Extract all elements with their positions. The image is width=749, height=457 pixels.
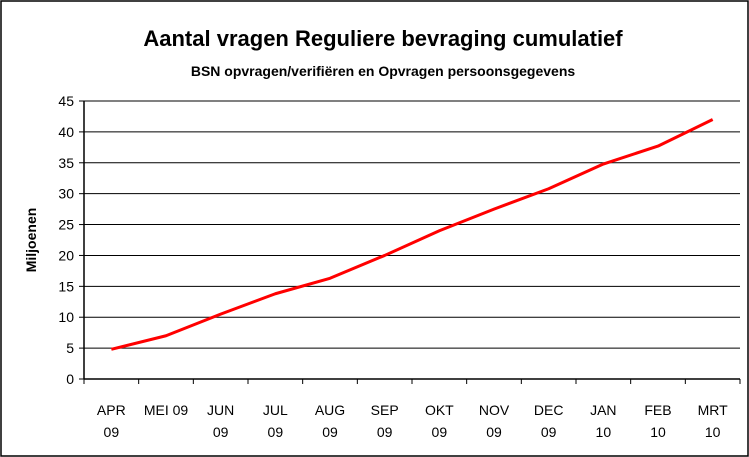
x-tick-label: APR 09 [97,402,126,440]
y-tick-label: 10 [58,309,74,325]
y-tick-label: 5 [66,340,74,356]
chart-title: Aantal vragen Reguliere bevraging cumula… [143,26,623,51]
y-axis-label: Miljoenen [23,208,39,273]
y-tick-label: 15 [58,278,74,294]
y-tick-label: 30 [58,186,74,202]
x-tick-label: MEI 09 [144,402,189,418]
x-tick-label: FEB 10 [644,402,671,440]
x-tick-label: MRT 10 [698,402,729,440]
y-tick-label: 35 [58,155,74,171]
x-tick-label: AUG 09 [315,402,345,440]
y-tick-label: 40 [58,124,74,140]
x-tick-label: NOV 09 [479,402,510,440]
data-line [110,118,714,351]
x-tick-label: SEP 09 [371,402,399,440]
x-tick-label: JUN 09 [207,402,234,440]
y-tick-label: 45 [58,93,74,109]
chart-subtitle: BSN opvragen/verifiëren en Opvragen pers… [191,63,576,79]
x-tick-label: OKT 09 [425,402,454,440]
y-tick-label: 25 [58,217,74,233]
y-tick-label: 20 [58,247,74,263]
x-tick-label: JAN 10 [590,402,616,440]
x-tick-label: DEC 09 [534,402,564,440]
x-tick-label: JUL 09 [263,402,288,440]
y-tick-label: 0 [66,371,74,387]
